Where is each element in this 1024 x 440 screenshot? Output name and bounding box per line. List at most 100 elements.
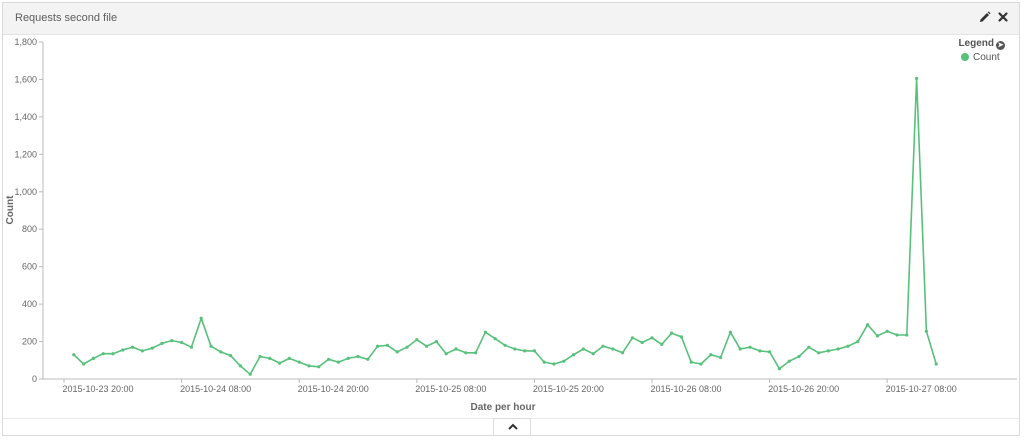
y-tick-label: 1,400 <box>14 112 37 122</box>
data-point[interactable] <box>621 351 625 355</box>
y-tick-label: 0 <box>32 374 37 384</box>
data-point[interactable] <box>670 331 674 335</box>
data-point[interactable] <box>689 360 693 364</box>
data-point[interactable] <box>875 334 880 338</box>
x-tick-label: 2015-10-26 08:00 <box>650 384 721 394</box>
data-point[interactable] <box>591 352 595 356</box>
data-point[interactable] <box>101 352 105 356</box>
data-point[interactable] <box>189 345 193 349</box>
data-point[interactable] <box>229 354 233 358</box>
data-point[interactable] <box>601 344 605 348</box>
data-point[interactable] <box>817 351 821 355</box>
data-point[interactable] <box>758 349 762 353</box>
data-point[interactable] <box>376 344 380 348</box>
data-point[interactable] <box>327 357 331 361</box>
data-point[interactable] <box>317 365 321 369</box>
data-point[interactable] <box>679 335 684 339</box>
data-point[interactable] <box>768 350 772 354</box>
data-point[interactable] <box>278 361 282 365</box>
data-point[interactable] <box>660 342 664 346</box>
data-point[interactable] <box>826 349 831 353</box>
data-point[interactable] <box>895 333 899 337</box>
data-point[interactable] <box>493 337 497 341</box>
data-point[interactable] <box>121 348 125 352</box>
data-point[interactable] <box>856 340 860 344</box>
data-point[interactable] <box>454 347 458 351</box>
data-point[interactable] <box>346 356 350 360</box>
data-point[interactable] <box>395 350 399 354</box>
data-point[interactable] <box>150 346 154 350</box>
data-point[interactable] <box>866 323 870 327</box>
data-point[interactable] <box>111 352 115 356</box>
data-point[interactable] <box>513 347 517 351</box>
data-point[interactable] <box>630 336 635 340</box>
data-point[interactable] <box>140 349 144 353</box>
data-point[interactable] <box>170 339 174 343</box>
data-point[interactable] <box>297 360 301 364</box>
pencil-icon[interactable] <box>978 11 992 25</box>
data-point[interactable] <box>268 356 272 360</box>
data-point[interactable] <box>905 333 909 337</box>
data-point[interactable] <box>366 357 370 361</box>
data-point[interactable] <box>238 364 242 368</box>
data-point[interactable] <box>797 354 801 359</box>
data-point[interactable] <box>777 367 782 371</box>
data-point[interactable] <box>836 347 840 351</box>
data-point[interactable] <box>503 343 507 347</box>
data-point[interactable] <box>248 372 252 376</box>
data-point[interactable] <box>180 340 184 345</box>
collapse-button[interactable] <box>493 418 531 435</box>
series-layer <box>72 76 938 376</box>
data-point[interactable] <box>709 353 713 357</box>
data-point[interactable] <box>650 336 654 340</box>
data-point[interactable] <box>748 345 752 349</box>
data-point[interactable] <box>385 343 389 347</box>
data-point[interactable] <box>581 347 586 351</box>
data-point[interactable] <box>787 359 791 363</box>
data-point[interactable] <box>72 353 76 357</box>
data-point[interactable] <box>542 360 546 364</box>
data-point[interactable] <box>552 362 556 366</box>
data-point[interactable] <box>425 344 429 348</box>
data-point[interactable] <box>934 362 938 366</box>
data-point[interactable] <box>807 345 811 349</box>
data-point[interactable] <box>131 345 135 349</box>
data-point[interactable] <box>699 362 703 366</box>
data-point[interactable] <box>160 341 164 345</box>
data-point[interactable] <box>738 347 742 351</box>
data-point[interactable] <box>405 345 409 349</box>
legend-item-count[interactable]: Count <box>961 52 1000 63</box>
data-point[interactable] <box>562 359 566 363</box>
data-point[interactable] <box>434 340 438 344</box>
x-tick-label: 2015-10-26 20:00 <box>768 384 839 394</box>
data-point[interactable] <box>924 329 929 333</box>
data-point[interactable] <box>532 349 537 353</box>
data-point[interactable] <box>523 349 527 353</box>
data-point[interactable] <box>915 76 919 81</box>
data-point[interactable] <box>719 355 723 360</box>
data-point[interactable] <box>640 340 644 345</box>
data-point[interactable] <box>287 356 291 360</box>
data-point[interactable] <box>307 364 311 368</box>
data-point[interactable] <box>336 360 340 364</box>
legend-toggle[interactable]: Legend ➤ <box>958 38 1005 50</box>
data-point[interactable] <box>356 354 360 359</box>
data-point[interactable] <box>82 362 86 366</box>
data-point[interactable] <box>483 330 487 334</box>
data-point[interactable] <box>415 338 419 342</box>
data-point[interactable] <box>199 316 203 320</box>
close-icon[interactable] <box>996 11 1010 25</box>
data-point[interactable] <box>219 350 223 354</box>
data-point[interactable] <box>91 356 95 360</box>
data-point[interactable] <box>464 351 468 355</box>
data-point[interactable] <box>444 352 448 356</box>
data-point[interactable] <box>846 344 850 348</box>
data-point[interactable] <box>209 344 213 348</box>
data-point[interactable] <box>885 329 889 333</box>
data-point[interactable] <box>258 354 262 359</box>
data-point[interactable] <box>611 347 615 351</box>
data-point[interactable] <box>728 330 733 334</box>
data-point[interactable] <box>474 351 478 355</box>
data-point[interactable] <box>572 353 576 357</box>
chevron-up-icon <box>508 423 518 430</box>
